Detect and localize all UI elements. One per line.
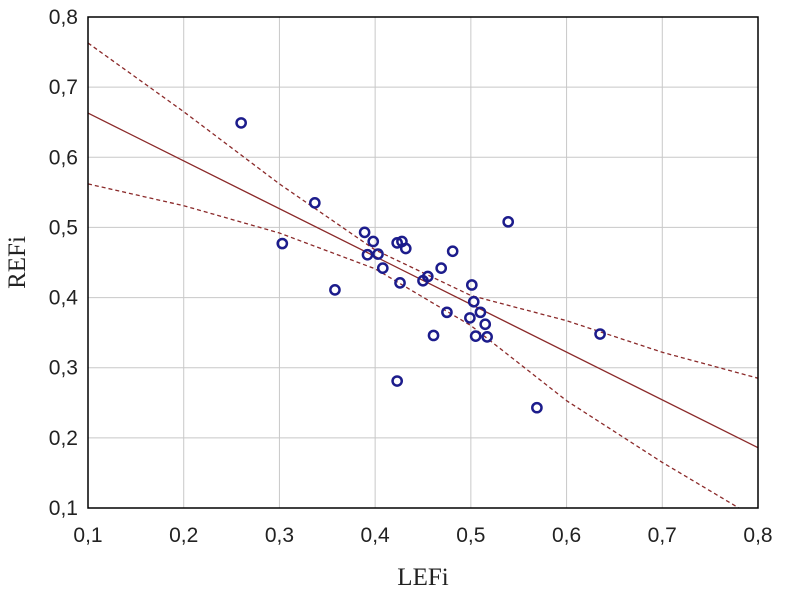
y-tick-label: 0,2 (49, 427, 78, 450)
y-tick-label: 0,5 (49, 216, 78, 239)
data-point (276, 237, 289, 250)
x-tick-label: 0,5 (456, 524, 485, 547)
x-tick-label: 0,6 (552, 524, 581, 547)
x-tick-label: 0,2 (169, 524, 198, 547)
y-tick-label: 0,3 (49, 357, 78, 380)
data-point (594, 328, 606, 340)
x-axis-title: LEFi (397, 564, 448, 591)
x-tick-label: 0,1 (73, 524, 102, 547)
plot-frame (87, 16, 759, 509)
x-tick-label: 0,7 (648, 524, 677, 547)
x-tick-label: 0,8 (743, 524, 772, 547)
data-point (467, 295, 480, 308)
data-point (308, 197, 321, 209)
data-point (469, 330, 482, 342)
regression-line-group (87, 112, 759, 449)
data-point (474, 306, 487, 319)
data-point (427, 329, 440, 342)
data-point (441, 306, 453, 319)
data-point (435, 262, 448, 274)
data-point (372, 248, 384, 260)
x-tick-label: 0,3 (265, 524, 294, 547)
data-points (235, 117, 606, 414)
data-point (235, 117, 247, 129)
data-point (446, 245, 459, 258)
data-point (394, 276, 406, 289)
data-point (361, 248, 374, 261)
x-tick-labels: 0,1 0,2 0,3 0,4 0,5 0,6 0,7 0,8 (73, 524, 772, 547)
confidence-lower-line (87, 183, 740, 509)
data-point (421, 270, 434, 283)
y-tick-label: 0,1 (49, 497, 78, 520)
data-point (376, 262, 389, 274)
y-tick-label: 0,8 (49, 6, 78, 29)
gridlines (88, 17, 758, 508)
data-point (391, 375, 404, 387)
y-axis-title: REFi (4, 236, 31, 289)
data-point (479, 318, 492, 331)
data-point (531, 401, 543, 414)
data-point (481, 331, 493, 343)
y-tick-label: 0,7 (49, 76, 78, 99)
regression-line (87, 112, 759, 449)
y-tick-label: 0,4 (49, 287, 79, 310)
confidence-upper-line (87, 42, 759, 379)
y-tick-label: 0,6 (49, 146, 78, 169)
data-point (399, 242, 412, 255)
data-point (367, 235, 380, 248)
data-point (465, 279, 478, 291)
data-point (464, 312, 476, 324)
data-point (329, 284, 341, 296)
confidence-band (87, 42, 759, 509)
y-tick-labels: 0,1 0,2 0,3 0,4 0,5 0,6 0,7 0,8 (49, 6, 79, 520)
data-point (502, 215, 515, 228)
data-point (358, 226, 371, 239)
x-tick-label: 0,4 (361, 524, 391, 547)
